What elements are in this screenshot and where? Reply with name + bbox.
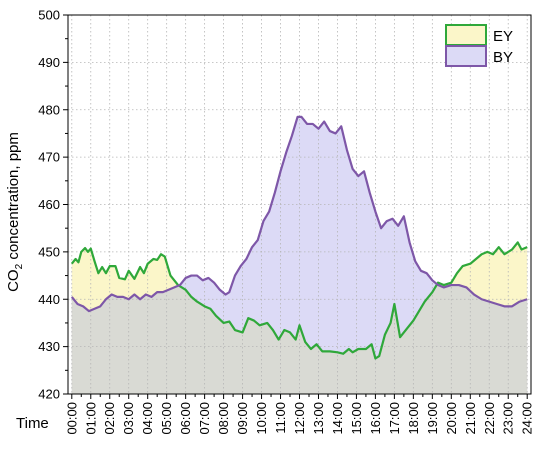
x-tick-label-5: 05:00: [159, 402, 174, 435]
legend-label-ey: EY: [493, 28, 513, 45]
y-axis-label-main: CO: [5, 269, 22, 292]
legend-swatch-by: [445, 45, 487, 67]
x-tick-label-24: 24:00: [520, 402, 535, 435]
x-axis-label: Time: [16, 415, 49, 432]
y-tick-label-8: 500: [38, 8, 60, 23]
legend-swatch-ey: [445, 24, 487, 46]
y-tick-label-7: 490: [38, 55, 60, 70]
y-tick-label-6: 480: [38, 102, 60, 117]
x-tick-label-20: 20:00: [444, 402, 459, 435]
x-tick-label-14: 14:00: [330, 402, 345, 435]
x-tick-label-18: 18:00: [406, 402, 421, 435]
y-tick-labels: 420 430 440 450 460 470 480 490 500: [38, 8, 60, 402]
x-tick-label-8: 08:00: [216, 402, 231, 435]
series-line-ey: [70, 241, 528, 360]
y-axis-label-rest: concentration, ppm: [5, 132, 22, 264]
x-tick-label-2: 02:00: [102, 402, 117, 435]
x-tick-label-17: 17:00: [387, 402, 402, 435]
series-line-by: [70, 115, 528, 313]
x-tick-label-21: 21:00: [463, 402, 478, 435]
x-tick-label-7: 07:00: [197, 402, 212, 435]
y-tick-label-5: 470: [38, 150, 60, 165]
legend: EY BY: [445, 24, 513, 67]
y-tick-label-4: 460: [38, 197, 60, 212]
y-tick-label-0: 420: [38, 387, 60, 402]
x-tick-label-15: 15:00: [349, 402, 364, 435]
x-tick-label-12: 12:00: [292, 402, 307, 435]
x-tick-label-11: 11:00: [273, 402, 288, 434]
x-tick-label-19: 19:00: [425, 402, 440, 435]
series-lines: [70, 115, 528, 360]
axis-ticks: [63, 14, 528, 399]
y-tick-label-2: 440: [38, 292, 60, 307]
x-tick-label-16: 16:00: [368, 402, 383, 435]
x-tick-label-22: 22:00: [482, 402, 497, 435]
y-axis-label: CO2 concentration, ppm: [5, 132, 25, 292]
grid-lines: [68, 14, 531, 395]
x-tick-label-3: 03:00: [121, 402, 136, 435]
legend-label-by: BY: [493, 49, 513, 66]
x-tick-label-23: 23:00: [501, 402, 516, 435]
y-axis-label-subscript: 2: [14, 263, 25, 269]
x-tick-label-6: 06:00: [178, 402, 193, 435]
x-tick-label-4: 04:00: [140, 402, 155, 435]
x-tick-label-9: 09:00: [235, 402, 250, 435]
x-tick-label-1: 01:00: [83, 402, 98, 435]
x-tick-label-0: 00:00: [64, 402, 79, 435]
x-tick-labels: 00:00 01:00 02:00 03:00 04:00 05:00 06:00 07:00…: [64, 402, 534, 435]
x-tick-label-10: 10:00: [254, 402, 269, 435]
y-tick-label-1: 430: [38, 339, 60, 354]
y-tick-label-3: 450: [38, 244, 60, 259]
x-tick-label-13: 13:00: [311, 402, 326, 435]
